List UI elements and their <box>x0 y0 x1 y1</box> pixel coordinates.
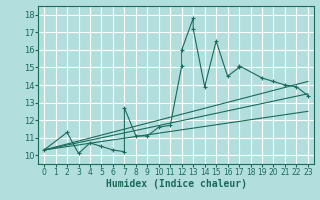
X-axis label: Humidex (Indice chaleur): Humidex (Indice chaleur) <box>106 179 246 189</box>
